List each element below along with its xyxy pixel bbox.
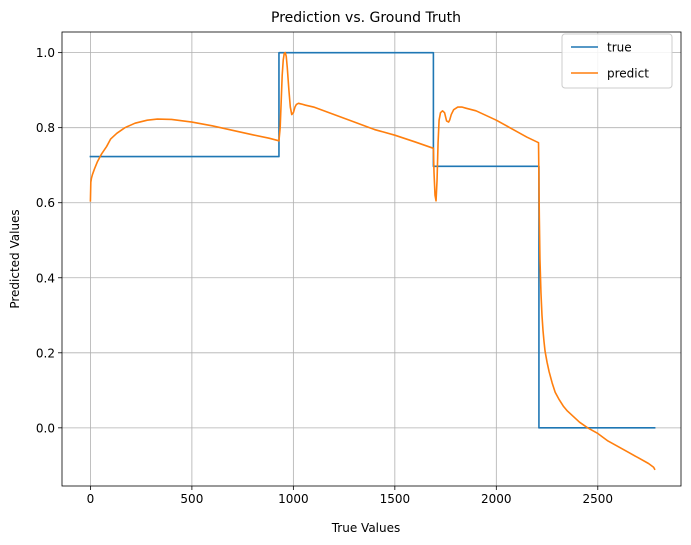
legend: true predict — [561, 33, 673, 89]
y-tick-label: 0.6 — [36, 196, 55, 210]
x-tick-label: 500 — [180, 492, 203, 506]
y-tick-label: 0.0 — [36, 421, 55, 435]
series-lines — [89, 51, 656, 471]
x-tick-label: 0 — [87, 492, 95, 506]
x-tick-label: 2500 — [583, 492, 614, 506]
x-tick-label: 1000 — [278, 492, 309, 506]
chart-title: Prediction vs. Ground Truth — [271, 10, 461, 26]
plot-frame — [61, 31, 682, 487]
x-axis-ticks: 0 500 1000 1500 2000 2500 — [87, 486, 613, 506]
x-axis-label: True Values — [331, 521, 401, 535]
y-axis-ticks: 0.0 0.2 0.4 0.6 0.8 1.0 — [36, 46, 62, 435]
series-line-predict — [89, 51, 656, 471]
x-tick-label: 2000 — [481, 492, 512, 506]
legend-label-true: true — [607, 41, 632, 55]
y-tick-label: 0.4 — [36, 271, 55, 285]
y-axis-label: Predicted Values — [8, 209, 22, 308]
y-tick-label: 0.8 — [36, 121, 55, 135]
x-tick-label: 1500 — [380, 492, 411, 506]
y-tick-label: 1.0 — [36, 46, 55, 60]
legend-label-predict: predict — [607, 67, 649, 81]
y-tick-label: 0.2 — [36, 346, 55, 360]
